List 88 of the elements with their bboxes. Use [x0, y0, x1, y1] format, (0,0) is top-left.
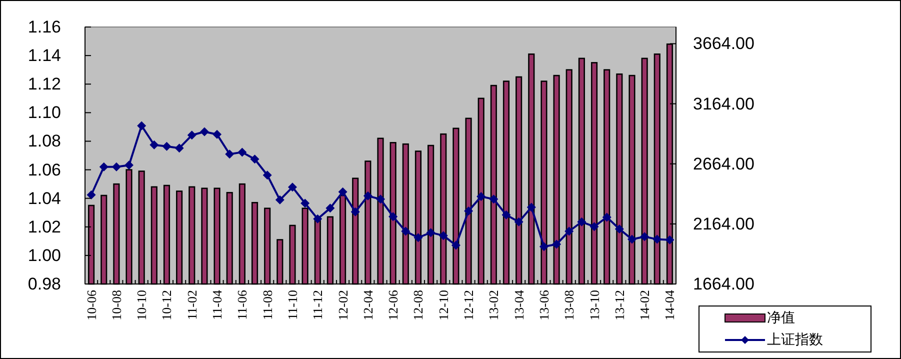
x-tick-label: 10-08	[108, 290, 124, 320]
x-tick-label: 13-06	[536, 290, 552, 320]
y-tick-label: 1.12	[28, 74, 61, 94]
x-tick-label: 12-10	[436, 290, 451, 320]
point	[300, 198, 310, 208]
y-tick-label: 1.00	[28, 246, 61, 265]
y-tick-label: 1.10	[28, 103, 61, 122]
y-tick-label: 0.98	[28, 274, 61, 294]
point	[150, 140, 159, 150]
x-tick-label: 10-10	[134, 290, 150, 320]
point	[502, 210, 511, 220]
y2-tick-label: 3164.00	[693, 94, 754, 114]
point	[174, 144, 184, 153]
point	[602, 212, 612, 222]
x-tick-label: 13-04	[511, 290, 526, 320]
point	[350, 207, 360, 216]
point	[438, 231, 448, 240]
point	[212, 130, 222, 139]
y-tick-label: 1.04	[28, 188, 61, 208]
point	[526, 202, 536, 212]
x-tick-label: 11-06	[234, 290, 250, 320]
point	[388, 212, 398, 222]
point	[250, 154, 260, 164]
x-tick-label: 14-04	[662, 290, 678, 320]
point	[162, 142, 172, 151]
point	[313, 214, 322, 224]
point	[363, 191, 372, 200]
x-tick-label: 12-04	[360, 290, 376, 320]
point	[426, 228, 436, 238]
x-tick-label: 13-12	[612, 290, 627, 320]
x-tick-label: 11-02	[184, 290, 200, 320]
point	[401, 226, 410, 236]
point	[376, 194, 385, 204]
x-tick-label: 13-02	[486, 290, 502, 320]
x-tick-label: 11-08	[260, 290, 275, 320]
point	[238, 148, 247, 157]
point	[338, 187, 348, 196]
point	[187, 130, 196, 140]
point	[326, 204, 335, 213]
x-tick-label: 13-10	[586, 290, 602, 320]
legend-label: 上证指数	[767, 332, 823, 348]
point	[539, 242, 548, 252]
legend-label: 净值	[767, 310, 795, 326]
x-tick-label: 11-04	[210, 290, 225, 320]
point	[99, 162, 108, 172]
point	[627, 234, 636, 244]
x-tick-label: 14-02	[637, 290, 652, 320]
x-tick-label: 12-12	[461, 290, 476, 320]
point	[640, 232, 650, 242]
x-tick-label: 11-12	[310, 290, 326, 320]
point	[590, 222, 599, 232]
point	[262, 170, 272, 180]
point	[564, 226, 574, 236]
point	[476, 192, 486, 202]
point	[288, 182, 297, 192]
point	[614, 224, 624, 234]
point	[451, 240, 460, 250]
y-tick-label: 1.14	[28, 46, 61, 66]
y2-tick-label: 3664.00	[693, 34, 754, 54]
x-tick-label: 11-10	[284, 290, 300, 320]
point	[112, 162, 121, 172]
point	[489, 194, 498, 204]
y-tick-label: 1.02	[28, 217, 61, 236]
x-tick-label: 12-02	[335, 290, 350, 320]
point	[652, 234, 662, 244]
point	[464, 206, 474, 216]
point	[124, 160, 134, 170]
point	[225, 150, 234, 159]
y-tick-label: 1.16	[28, 18, 61, 36]
x-tick-label: 12-08	[410, 290, 426, 320]
point	[514, 217, 524, 226]
point	[200, 127, 209, 136]
point	[86, 190, 96, 200]
point	[577, 217, 586, 226]
point	[275, 195, 284, 204]
x-tick-label: 13-08	[562, 290, 577, 320]
x-tick-label: 10-12	[159, 290, 174, 320]
y-tick-label: 1.06	[28, 160, 61, 180]
x-tick-label: 12-06	[386, 290, 401, 320]
point	[414, 233, 423, 242]
point	[665, 235, 674, 244]
y2-tick-label: 2164.00	[693, 214, 754, 234]
x-tick-label: 10-06	[84, 290, 99, 320]
y2-tick-label: 2664.00	[693, 154, 754, 174]
point	[552, 240, 562, 249]
y2-tick-label: 1664.00	[693, 274, 754, 294]
point	[137, 121, 146, 130]
y-tick-label: 1.08	[28, 132, 61, 151]
